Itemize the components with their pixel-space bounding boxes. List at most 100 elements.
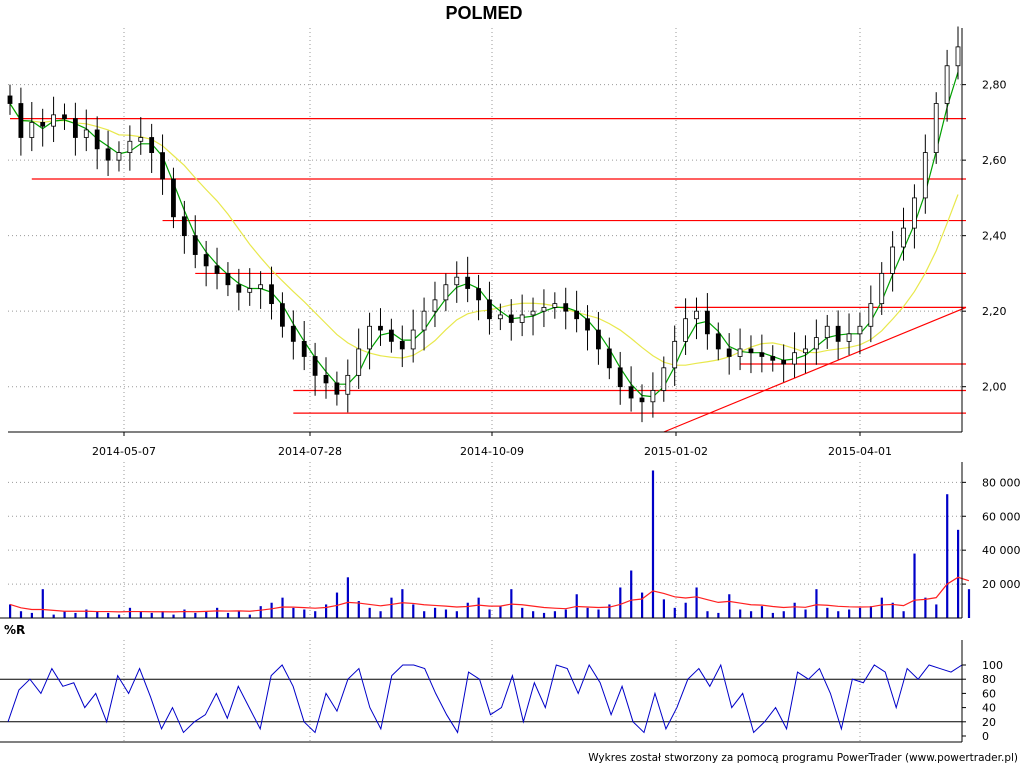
price-y-tick-label-3: 2,60: [982, 154, 1007, 167]
candle-body-31: [345, 374, 351, 395]
volume-bar-1: [19, 611, 23, 618]
candle-body-47: [519, 314, 525, 323]
candle-body-0: [7, 95, 13, 104]
volume-bar-86: [946, 494, 949, 618]
price-panel: 2,00 2,20 2,40 2,60 2,80 2014-05-07 2014-07-28…: [7, 26, 1007, 458]
volume-bar-6: [74, 612, 77, 618]
candle-body-83: [912, 197, 917, 229]
volume-bar-57: [630, 570, 633, 618]
candle-body-2: [29, 121, 35, 138]
price-y-tick-label-4: 2,80: [982, 79, 1007, 92]
candle-body-69: [759, 352, 765, 357]
x-tick-label-0: 2014-05-07: [92, 445, 156, 458]
candle-body-19: [214, 265, 220, 274]
volume-bar-19: [216, 607, 219, 618]
candle-body-18: [203, 254, 209, 267]
candle-body-75: [824, 325, 830, 339]
volume-bar-48: [532, 611, 535, 618]
candle-body-15: [171, 178, 176, 218]
candle-body-55: [606, 348, 612, 369]
price-axes: 2,00 2,20 2,40 2,60 2,80 2014-05-07 2014-07-28…: [8, 28, 1007, 458]
candle-body-10: [116, 152, 122, 161]
volume-bar-54: [597, 609, 600, 618]
williams-r-y-tick-label-5: 100: [982, 659, 1003, 672]
candle-body-74: [813, 337, 819, 350]
candle-body-26: [290, 325, 296, 342]
candle-body-68: [748, 348, 754, 354]
candle-body-64: [704, 310, 710, 335]
candle-body-43: [476, 288, 481, 301]
candle-body-59: [650, 390, 656, 403]
candle-body-41: [454, 276, 460, 286]
price-grid: [8, 28, 962, 432]
volume-bar-50: [553, 611, 557, 618]
volume-bar-68: [749, 611, 753, 618]
williams-r-line-group: [7, 663, 963, 734]
candle-body-81: [890, 246, 896, 274]
candle-body-71: [781, 359, 787, 365]
price-moving-averages: [9, 71, 959, 398]
candle-body-80: [879, 273, 885, 305]
volume-bar-56: [619, 587, 622, 618]
candle-body-1: [18, 103, 24, 138]
volume-bar-24: [270, 602, 273, 618]
volume-bar-40: [444, 609, 448, 618]
candle-body-14: [160, 152, 165, 180]
volume-bar-71: [782, 611, 785, 618]
volume-bar-43: [477, 597, 480, 618]
candle-body-13: [149, 137, 155, 153]
volume-bar-39: [433, 607, 437, 618]
candle-body-44: [487, 299, 492, 320]
candle-body-28: [312, 356, 318, 376]
candle-body-57: [628, 386, 634, 399]
candle-body-32: [356, 348, 362, 376]
volume-bar-8: [96, 611, 99, 618]
volume-bar-75: [826, 607, 829, 618]
volume-bar-44: [488, 609, 491, 618]
volume-bar-49: [542, 612, 546, 618]
candle-body-65: [715, 333, 721, 350]
volume-bar-7: [85, 609, 88, 618]
candle-body-76: [835, 325, 841, 342]
candle-body-5: [62, 114, 67, 120]
volume-y-tick-label-2: 60 000: [982, 510, 1021, 523]
williams-r-y-tick-label-2: 40: [982, 702, 996, 715]
volume-bar-34: [379, 611, 382, 618]
candle-body-79: [868, 303, 874, 327]
price-y-tick-label-1: 2,20: [982, 305, 1007, 318]
candle-body-21: [236, 284, 242, 293]
volume-bar-33: [368, 607, 371, 618]
candle-body-46: [508, 314, 514, 323]
moving-average-short: [9, 71, 959, 398]
candle-body-23: [258, 284, 264, 289]
volume-bar-62: [684, 602, 687, 618]
candle-body-54: [596, 329, 601, 350]
volume-bar-45: [499, 606, 502, 618]
volume-bar-25: [281, 597, 284, 618]
volume-average-line: [9, 576, 970, 613]
candle-body-53: [585, 318, 590, 331]
candle-body-73: [803, 348, 808, 354]
volume-y-tick-label-1: 40 000: [982, 544, 1021, 557]
volume-bar-26: [292, 607, 295, 618]
volume-bar-67: [739, 609, 742, 618]
volume-bar-18: [205, 611, 208, 618]
candle-body-61: [672, 340, 678, 369]
williams-r-line: [7, 663, 963, 734]
volume-bar-47: [521, 607, 524, 618]
candle-body-39: [432, 299, 438, 312]
volume-y-tick-label-0: 20 000: [982, 578, 1021, 591]
volume-bar-63: [695, 587, 698, 618]
trend-line: [663, 306, 967, 433]
williams-r-y-tick-label-3: 60: [982, 687, 996, 700]
candle-body-12: [138, 137, 144, 142]
candle-body-27: [301, 340, 307, 357]
volume-bar-55: [608, 604, 611, 618]
volume-bar-83: [913, 553, 916, 618]
candle-body-16: [181, 216, 187, 237]
candle-body-77: [846, 333, 852, 342]
candle-body-17: [192, 235, 198, 255]
volume-bar-14: [161, 611, 164, 618]
